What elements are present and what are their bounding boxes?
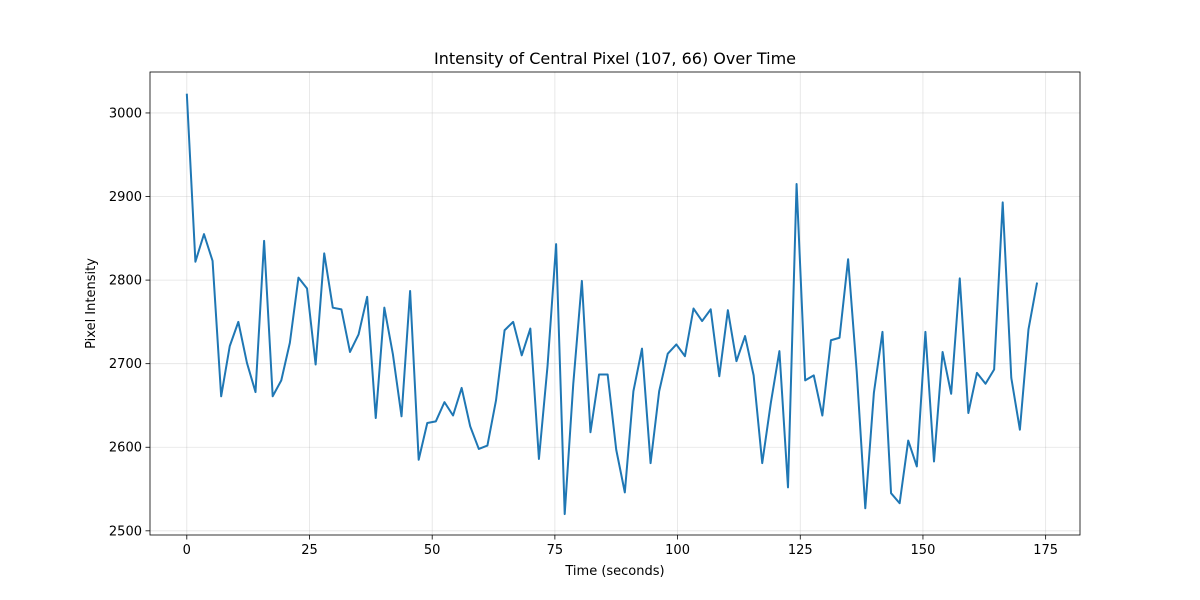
x-tick-label: 150	[911, 543, 936, 558]
grid-layer	[150, 72, 1080, 535]
x-tick-label: 25	[301, 543, 318, 558]
y-tick-label: 2700	[109, 357, 142, 372]
x-tick-label: 175	[1033, 543, 1058, 558]
x-tick-label: 75	[547, 543, 564, 558]
y-axis-label: Pixel Intensity	[84, 258, 99, 349]
series-layer	[185, 93, 1039, 516]
series-line	[185, 93, 1039, 516]
y-tick-label: 2800	[109, 274, 142, 289]
plot-frame	[149, 71, 1081, 536]
x-tick-label: 50	[424, 543, 441, 558]
y-tick-label: 2600	[109, 441, 142, 456]
y-tick-label: 3000	[109, 106, 142, 121]
y-tick-label: 2500	[109, 524, 142, 539]
x-tick-label: 100	[665, 543, 690, 558]
chart-title: Intensity of Central Pixel (107, 66) Ove…	[434, 49, 796, 68]
y-tick-label: 2900	[109, 190, 142, 205]
ticks-layer: 0 25 50 75 100 125 150 175 2500 2600 2700 2800 2900 3…	[109, 106, 1058, 558]
x-tick-label: 0	[183, 543, 191, 558]
x-axis-label: Time (seconds)	[564, 564, 664, 579]
x-tick-label: 125	[788, 543, 813, 558]
